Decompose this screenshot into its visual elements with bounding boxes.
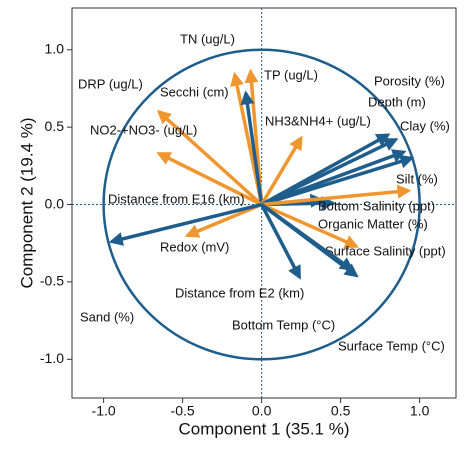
vector-label: Secchi (cm) bbox=[160, 84, 229, 99]
vector-label: Bottom Temp (°C) bbox=[232, 317, 335, 332]
loading-arrow bbox=[240, 90, 264, 205]
x-tick-label: 0.0 bbox=[252, 403, 272, 419]
x-tick-label: 0.5 bbox=[331, 403, 351, 419]
loading-arrow bbox=[261, 154, 415, 207]
vector-label: Silt (%) bbox=[396, 171, 438, 186]
x-axis-title: Component 1 (35.1 %) bbox=[178, 419, 349, 438]
y-tick-label: 0.5 bbox=[45, 118, 65, 134]
vector-label: Distance from E2 (km) bbox=[175, 285, 304, 300]
vector-label: TN (ug/L) bbox=[180, 31, 235, 46]
y-tick-label: -0.5 bbox=[40, 273, 64, 289]
vector-label: NO2-+NO3- (ug/L) bbox=[90, 122, 197, 137]
loading-arrow bbox=[156, 109, 263, 206]
y-tick-label: -1.0 bbox=[40, 350, 64, 366]
vector-label: NH3&NH4+ (ug/L) bbox=[265, 113, 371, 128]
y-tick-label: 1.0 bbox=[45, 40, 65, 56]
loading-arrow bbox=[261, 184, 412, 207]
vector-label: Clay (%) bbox=[400, 118, 450, 133]
loading-arrow bbox=[260, 135, 303, 206]
x-tick-label: -0.5 bbox=[171, 403, 195, 419]
plot-frame bbox=[71, 7, 457, 399]
loading-arrow bbox=[260, 137, 399, 207]
vector-label: Surface Temp (°C) bbox=[338, 338, 445, 353]
loading-arrow bbox=[260, 203, 359, 278]
x-tick-label: 1.0 bbox=[410, 403, 430, 419]
loading-arrow bbox=[108, 202, 263, 246]
vector-label: Bottom Salinity (ppt) bbox=[318, 198, 435, 213]
x-tick-label: -1.0 bbox=[92, 403, 116, 419]
loading-arrow bbox=[156, 151, 263, 207]
loading-arrow bbox=[184, 202, 263, 238]
loading-arrow bbox=[260, 203, 302, 280]
y-tick-label: 0.0 bbox=[45, 195, 65, 211]
vector-label: Distance from E16 (km) bbox=[108, 191, 245, 206]
vector-label: TP (ug/L) bbox=[264, 67, 318, 82]
vector-label: Redox (mV) bbox=[160, 239, 229, 254]
vector-label: DRP (ug/L) bbox=[78, 76, 143, 91]
y-axis-title: Component 2 (19.4 %) bbox=[17, 117, 36, 288]
vector-label: Sand (%) bbox=[80, 309, 134, 324]
vector-label: Depth (m) bbox=[368, 94, 426, 109]
correlation-circle bbox=[102, 48, 421, 361]
vector-label: Organic Matter (%) bbox=[318, 216, 428, 231]
vector-label: Surface Salinity (ppt) bbox=[325, 243, 446, 258]
loading-arrow bbox=[260, 202, 360, 249]
vector-label: Porosity (%) bbox=[374, 73, 445, 88]
